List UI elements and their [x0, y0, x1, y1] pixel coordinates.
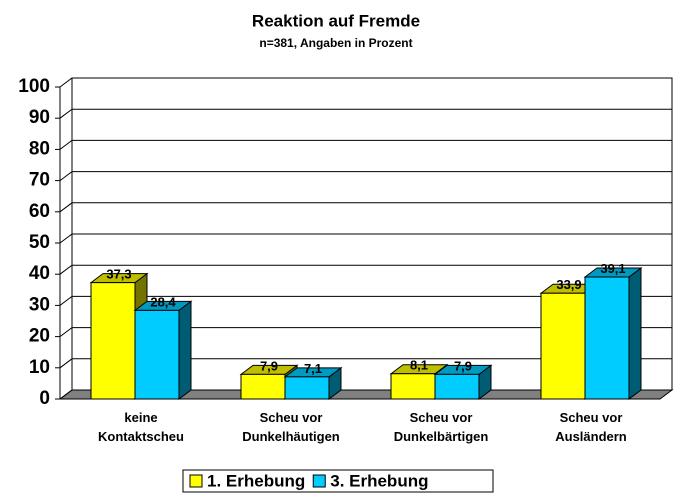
- x-tick-label: Scheu vor Dunkelhäutigen: [242, 410, 340, 444]
- grid-line: [59, 358, 672, 369]
- bar: [134, 309, 180, 400]
- y-tick-label: 10: [29, 357, 50, 378]
- bar-side: [628, 267, 642, 400]
- bar: [90, 282, 136, 400]
- bar: [390, 373, 436, 400]
- grid-line: [59, 108, 672, 119]
- bar-side: [178, 300, 192, 400]
- grid-line: [59, 171, 672, 182]
- y-tick-label: 70: [29, 170, 50, 191]
- bar: [240, 373, 286, 400]
- value-label: 39,1: [600, 261, 625, 276]
- y-tick-label: 80: [29, 138, 50, 159]
- value-label: 7,9: [454, 358, 472, 373]
- chart-title: Reaktion auf Fremde: [252, 11, 420, 30]
- legend-swatch: [189, 474, 203, 488]
- x-tick-label: Scheu vor Dunkelbärtigen: [393, 410, 489, 444]
- grid-line: [59, 139, 672, 150]
- grid-line: [59, 327, 672, 338]
- y-tick-label: 30: [29, 294, 50, 315]
- y-tick-label: 60: [29, 201, 50, 222]
- bar: [434, 373, 480, 400]
- legend-label: 1. Erhebung: [207, 471, 305, 490]
- legend-box: [182, 469, 494, 493]
- y-tick-label: 90: [29, 107, 50, 128]
- grid-line: [59, 295, 672, 306]
- y-tick-label: 100: [18, 76, 50, 97]
- value-label: 8,1: [410, 358, 428, 373]
- value-label: 37,3: [106, 267, 131, 282]
- x-tick-label: Scheu vor Ausländern: [555, 410, 627, 444]
- grid-line: [59, 264, 672, 275]
- chart-subtitle: n=381, Angaben in Prozent: [259, 36, 412, 50]
- value-label: 7,1: [304, 361, 322, 376]
- value-label: 7,9: [260, 358, 278, 373]
- x-tick-label: keine Kontaktscheu: [98, 410, 184, 444]
- y-tick-label: 40: [29, 263, 50, 284]
- grid-line: [59, 233, 672, 244]
- bar: [284, 376, 330, 400]
- grid-line: [59, 77, 672, 88]
- grid-line: [59, 202, 672, 213]
- bar: [584, 276, 630, 400]
- value-label: 33,9: [556, 277, 581, 292]
- legend-label: 3. Erhebung: [330, 471, 428, 490]
- bar: [540, 292, 586, 400]
- y-tick-label: 0: [39, 388, 50, 409]
- legend-swatch: [312, 474, 326, 488]
- y-tick-label: 20: [29, 326, 50, 347]
- value-label: 28,4: [150, 294, 176, 309]
- y-tick-label: 50: [29, 232, 50, 253]
